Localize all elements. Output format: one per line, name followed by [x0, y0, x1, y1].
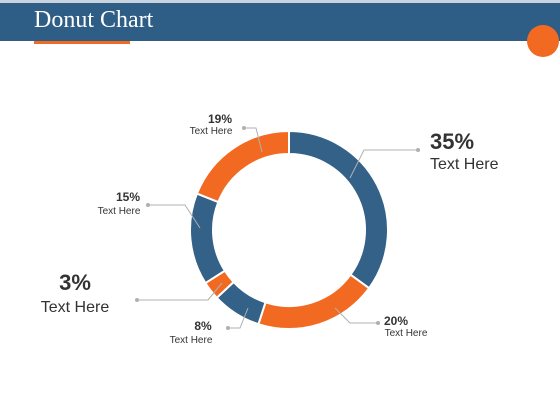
decorative-dot	[527, 25, 559, 57]
slice-label-19: 19%	[208, 112, 232, 126]
leader-line-19	[244, 127, 263, 153]
slice-label-8: 8%	[194, 319, 212, 333]
slice-text-15: Text Here	[98, 206, 141, 217]
slice-label-20: 20%	[384, 314, 408, 328]
title-underline	[34, 41, 130, 44]
leader-line-35	[349, 149, 418, 179]
slice-text-3: Text Here	[41, 299, 110, 316]
slide-title: Donut Chart	[34, 7, 154, 33]
slice-label-3: 3%	[59, 270, 91, 295]
slice-text-20: Text Here	[385, 328, 428, 339]
donut-slice-15	[189, 192, 227, 285]
leader-line-15	[148, 204, 201, 229]
leader-dot-19	[242, 126, 246, 130]
slice-label-35: 35%	[430, 129, 474, 154]
donut-slice-20	[257, 273, 371, 330]
slice-text-35: Text Here	[430, 156, 499, 173]
donut-slice-35	[288, 129, 389, 290]
leader-lines	[135, 126, 420, 330]
leader-line-20	[334, 307, 378, 324]
leader-dot-3	[135, 298, 139, 302]
leader-dot-15	[146, 203, 150, 207]
leader-line-8	[228, 307, 249, 329]
slice-label-15: 15%	[116, 190, 140, 204]
leader-dot-8	[226, 326, 230, 330]
leader-dot-35	[416, 148, 420, 152]
donut-slice-19	[195, 129, 290, 204]
leader-dot-20	[376, 321, 380, 325]
leader-line-3	[137, 282, 223, 301]
slice-text-19: Text Here	[190, 126, 233, 137]
slice-text-8: Text Here	[170, 335, 213, 346]
donut-slices	[189, 129, 389, 330]
header-bar	[0, 0, 560, 41]
